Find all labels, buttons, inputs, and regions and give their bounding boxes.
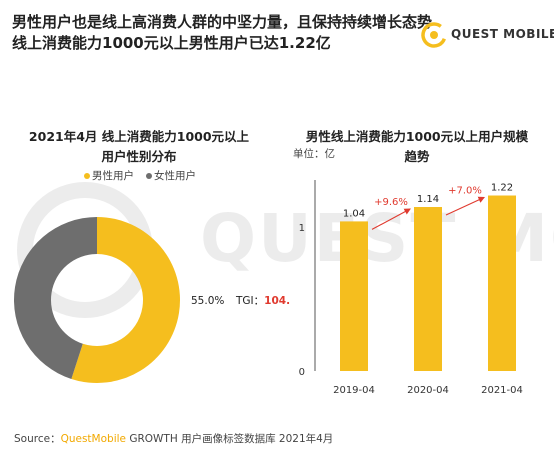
bar-value-label: 1.14 xyxy=(417,194,439,205)
bar-title-line-2: 趋势 xyxy=(404,149,430,164)
donut-title-line-1: 2021年4月 线上消费能力1000元以上 xyxy=(28,129,250,144)
x-tick-label: 2019-04 xyxy=(333,385,375,396)
donut-title-line-2: 用户性别分布 xyxy=(101,149,177,164)
bar-chart-title: 男性线上消费能力1000元以上用户规模 趋势 xyxy=(288,127,546,167)
headline-line-1: 男性用户也是线上高消费人群的中坚力量，且保持持续增长态势 xyxy=(12,13,433,31)
y-tick-label: 0 xyxy=(299,367,305,378)
donut-chart-title: 2021年4月 线上消费能力1000元以上 用户性别分布 xyxy=(20,127,258,167)
legend-label-female: 女性用户 xyxy=(154,170,196,182)
bar-value-label: 1.22 xyxy=(491,183,513,194)
headline-line-2: 线上消费能力1000元以上男性用户已达1.22亿 xyxy=(12,34,331,52)
legend-swatch-male xyxy=(84,172,90,179)
source-suffix: GROWTH 用户画像标签数据库 2021年4月 xyxy=(126,433,334,445)
legend-item-male: 男性用户 xyxy=(84,168,134,183)
logo-text: QUEST MOBILE xyxy=(451,27,554,41)
tgi-annotation: TGI：104.1 xyxy=(235,295,290,307)
source-footnote: Source：QuestMobile GROWTH 用户画像标签数据库 2021… xyxy=(14,431,333,446)
headline: 男性用户也是线上高消费人群的中坚力量，且保持持续增长态势 线上消费能力1000元… xyxy=(12,12,433,54)
growth-label: +7.0% xyxy=(448,186,482,197)
unit-label: 单位：亿 xyxy=(293,148,335,160)
growth-arrow xyxy=(371,208,411,230)
y-tick-label: 1 xyxy=(299,223,305,234)
x-tick-label: 2021-04 xyxy=(481,385,523,396)
legend-swatch-female xyxy=(146,172,152,179)
growth-label: +9.6% xyxy=(374,197,408,208)
bar-2021-04 xyxy=(488,195,516,371)
source-brand: QuestMobile xyxy=(60,433,126,445)
tgi-value: 104.1 xyxy=(264,295,290,307)
bar-chart: 0 1 1.04 2019-04 1.14 2020-04 1.22 2021-04 +9.6%… xyxy=(299,180,523,396)
donut-label-male: 55.0% xyxy=(191,295,224,307)
source-prefix: Source： xyxy=(14,433,61,445)
bar-2019-04 xyxy=(340,221,368,371)
legend-label-male: 男性用户 xyxy=(92,170,134,182)
x-tick-label: 2020-04 xyxy=(407,385,449,396)
donut-label-female: 45.0% xyxy=(60,276,93,288)
logo-mark-icon xyxy=(421,22,447,48)
growth-arrow xyxy=(445,196,485,216)
donut-legend: 男性用户 女性用户 xyxy=(84,168,196,183)
donut-slice-male xyxy=(71,217,181,383)
legend-item-female: 女性用户 xyxy=(146,168,196,183)
tgi-label: TGI： xyxy=(235,295,264,307)
donut-slice-female xyxy=(14,217,97,379)
donut-chart: 55.0% 45.0% TGI：104.1 xyxy=(14,217,290,383)
bar-title-line-1: 男性线上消费能力1000元以上用户规模 xyxy=(305,129,529,144)
bar-value-label: 1.04 xyxy=(343,208,365,219)
bar-2020-04 xyxy=(414,207,442,371)
